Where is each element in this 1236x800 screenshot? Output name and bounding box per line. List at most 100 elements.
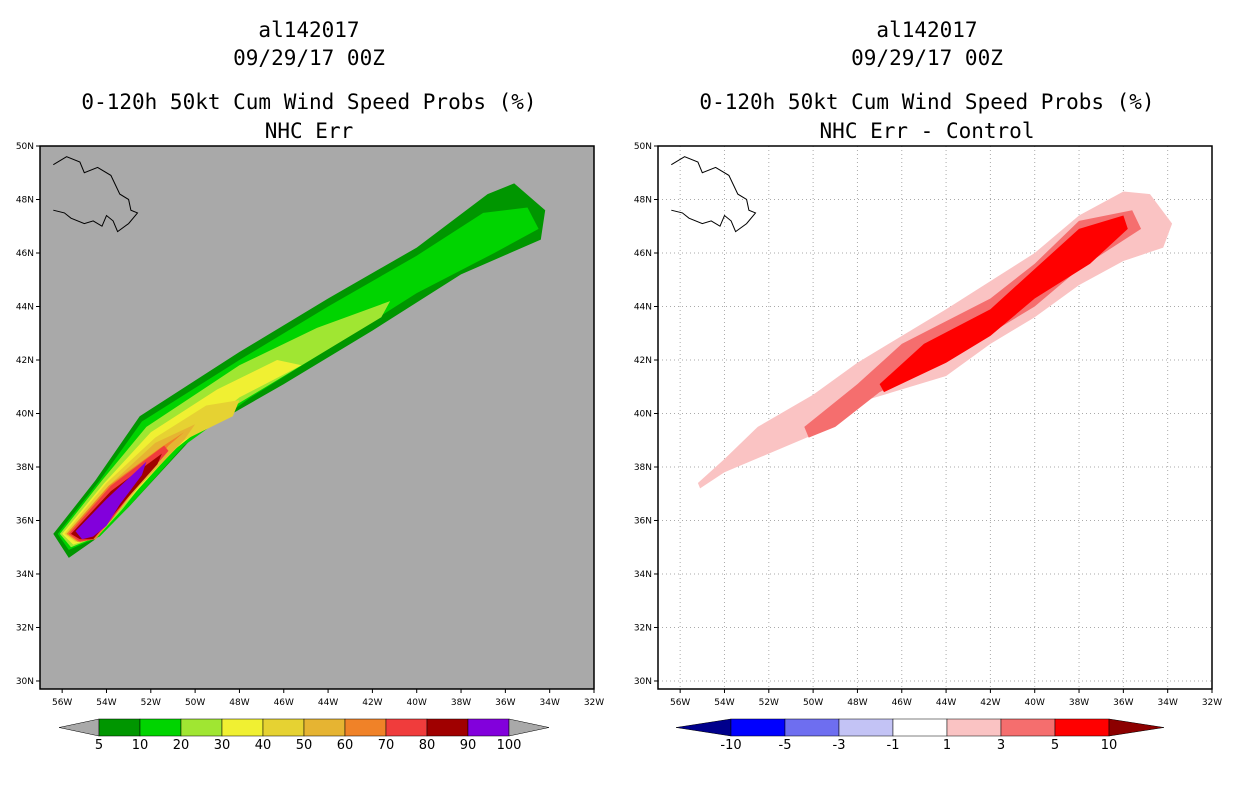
x-tick-label: 50W [185,698,205,708]
colorbar-under-arrow [58,718,100,737]
colorbar-under-arrow [675,718,732,737]
y-tick-label: 30N [634,677,652,687]
x-tick-label: 38W [451,698,471,708]
colorbar-label: 1 [943,738,951,753]
x-tick-label: 34W [1158,698,1178,708]
x-tick-label: 40W [1025,698,1045,708]
y-tick-label: 44N [16,302,34,312]
x-tick-label: 44W [936,698,956,708]
y-tick-label: 48N [16,195,34,205]
left-panel: al142017 09/29/17 00Z 0-120h 50kt Cum Wi… [16,18,604,753]
x-tick-label: 54W [96,698,116,708]
colorbar-label: 80 [419,738,436,753]
x-tick-label: 44W [318,698,338,708]
colorbar-box [467,718,510,737]
y-tick-label: 36N [634,516,652,526]
colorbar-box [426,718,469,737]
colorbar-box [1054,718,1110,737]
colorbar-box [303,718,346,737]
coastline [671,156,757,233]
storm-id-title: al142017 [876,18,978,42]
y-tick-label: 48N [634,195,652,205]
contour-90 [75,461,147,540]
panel-subtitle: NHC Err - Control [819,119,1035,143]
colorbar-label: 100 [497,738,522,753]
colorbar-box [139,718,182,737]
y-tick-label: 42N [16,356,34,366]
colorbar-box [221,718,264,737]
product-title: 0-120h 50kt Cum Wind Speed Probs (%) [81,90,537,114]
y-tick-label: 38N [634,463,652,473]
colorbar-box [180,718,223,737]
x-tick-label: 40W [407,698,427,708]
colorbar-box [730,718,786,737]
colorbar-label: 3 [997,738,1005,753]
y-tick-label: 40N [634,409,652,419]
storm-id-title: al142017 [258,18,360,42]
y-tick-label: 34N [634,570,652,580]
product-title: 0-120h 50kt Cum Wind Speed Probs (%) [699,90,1155,114]
y-tick-label: 38N [16,463,34,473]
colorbar-label: 50 [296,738,313,753]
y-tick-label: 50N [634,142,652,152]
y-tick-label: 46N [634,249,652,259]
colorbar-box [98,718,141,737]
colorbar-label: 40 [255,738,272,753]
x-tick-label: 42W [980,698,1000,708]
x-tick-label: 38W [1069,698,1089,708]
map-chart: 56W 54W 52W 50W 48W 46W 44W 42W 40W 38W 36W 34W 32W 5… [16,142,604,753]
x-tick-label: 36W [1113,698,1133,708]
x-tick-label: 48W [847,698,867,708]
colorbar-box [1000,718,1056,737]
colorbar-label: 20 [173,738,190,753]
x-tick-label: 32W [584,698,604,708]
colorbar-over-arrow [508,718,550,737]
colorbar-label: 30 [214,738,231,753]
y-tick-label: 44N [634,302,652,312]
x-tick-label: 46W [892,698,912,708]
colorbar-label: 5 [95,738,103,753]
y-tick-label: 42N [634,356,652,366]
colorbar-label: -1 [887,738,900,753]
colorbar-label: 10 [132,738,149,753]
y-tick-label: 30N [16,677,34,687]
colorbar-box [892,718,948,737]
colorbar-label: 70 [378,738,395,753]
plot-frame [657,145,1213,690]
x-tick-label: 34W [540,698,560,708]
x-tick-label: 42W [362,698,382,708]
date-title: 09/29/17 00Z [851,46,1003,70]
plot-frame [39,145,595,690]
colorbar-box [784,718,840,737]
x-tick-label: 32W [1202,698,1222,708]
y-tick-label: 50N [16,142,34,152]
x-tick-label: 48W [229,698,249,708]
colorbar-box [946,718,1002,737]
colorbar-label: -3 [833,738,846,753]
colorbar-label: 5 [1051,738,1059,753]
x-tick-label: 36W [495,698,515,708]
x-tick-label: 56W [52,698,72,708]
y-tick-label: 32N [16,623,34,633]
x-tick-label: 52W [759,698,779,708]
x-tick-label: 52W [141,698,161,708]
x-tick-label: 56W [670,698,690,708]
date-title: 09/29/17 00Z [233,46,385,70]
right-panel: al142017 09/29/17 00Z 0-120h 50kt Cum Wi… [618,0,1236,800]
x-tick-label: 54W [714,698,734,708]
contour-5 [879,215,1128,393]
y-tick-label: 46N [16,249,34,259]
panel-subtitle: NHC Err [264,119,354,143]
coastline [53,156,139,233]
y-tick-label: 40N [16,409,34,419]
colorbar-box [344,718,387,737]
y-tick-label: 32N [634,623,652,633]
y-tick-label: 34N [16,570,34,580]
x-tick-label: 46W [274,698,294,708]
colorbar-box [262,718,305,737]
colorbar-label: 10 [1101,738,1118,753]
x-tick-label: 50W [803,698,823,708]
colorbar-label: 90 [460,738,477,753]
colorbar-label: -10 [720,738,741,753]
colorbar-label: -5 [779,738,792,753]
